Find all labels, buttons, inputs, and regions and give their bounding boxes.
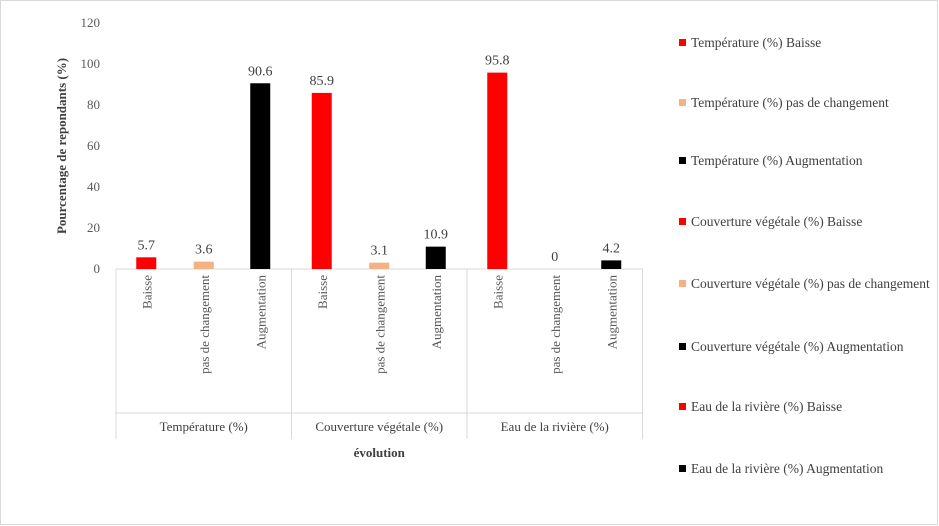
group-label: Couverture végétale (%) [315, 419, 443, 434]
legend-item: Couverture végétale (%) Augmentation [679, 337, 937, 356]
y-axis-title: Pourcentage de repondants (%) [54, 58, 69, 234]
group-label: Eau de la rivière (%) [501, 419, 609, 434]
category-label: Baisse [139, 275, 154, 309]
legend-item: Température (%) Baisse [679, 33, 937, 52]
y-tick-label: 40 [87, 179, 100, 194]
data-label: 85.9 [310, 74, 335, 89]
category-label: Augmentation [604, 275, 619, 350]
y-tick-label: 120 [81, 15, 101, 30]
legend-swatch [679, 218, 686, 225]
bar [425, 246, 446, 269]
data-label: 3.1 [371, 244, 389, 259]
legend-swatch [679, 343, 686, 350]
bar [311, 92, 332, 269]
legend-item: Eau de la rivière (%) Baisse [679, 397, 937, 416]
legend-item: Couverture végétale (%) pas de changemen… [679, 274, 937, 293]
bar [136, 257, 157, 269]
legend-label: Température (%) Baisse [691, 35, 822, 50]
data-label: 5.7 [138, 238, 156, 253]
legend-swatch [679, 280, 686, 287]
y-tick-label: 0 [94, 261, 101, 276]
legend-swatch [679, 99, 686, 106]
legend-item: Température (%) Augmentation [679, 151, 937, 170]
data-label: 90.6 [248, 64, 273, 79]
bar [601, 260, 622, 269]
legend-swatch [679, 39, 686, 46]
category-label: Augmentation [253, 275, 268, 350]
legend-label: Couverture végétale (%) Augmentation [691, 339, 904, 354]
category-label: pas de changement [372, 275, 387, 374]
category-label: pas de changement [548, 275, 563, 374]
y-tick-label: 100 [81, 56, 101, 71]
category-label: Augmentation [429, 275, 444, 350]
data-label: 0 [551, 250, 558, 265]
bar [369, 262, 390, 269]
legend-label: Température (%) pas de changement [691, 95, 889, 110]
data-label: 4.2 [603, 241, 621, 256]
bar [250, 83, 271, 270]
legend-item: Température (%) pas de changement [679, 93, 937, 112]
category-label: pas de changement [197, 275, 212, 374]
y-tick-label: 20 [87, 220, 100, 235]
y-tick-label: 80 [87, 97, 100, 112]
y-tick-label: 60 [87, 138, 100, 153]
data-label: 10.9 [424, 228, 449, 243]
category-label: Baisse [315, 275, 330, 309]
legend-label: Eau de la rivière (%) Baisse [691, 399, 843, 414]
group-label: Température (%) [160, 419, 248, 434]
data-label: 95.8 [485, 54, 510, 69]
x-axis-title: évolution [354, 445, 406, 460]
legend-swatch [679, 465, 686, 472]
legend-label: Couverture végétale (%) Baisse [691, 214, 863, 229]
legend-swatch [679, 403, 686, 410]
legend-label: Couverture végétale (%) pas de changemen… [691, 276, 930, 291]
bar-chart: 0 20 40 60 80 100 120 5.7 Baisse 3.6 pas de change… [54, 15, 643, 460]
legend-label: Température (%) Augmentation [691, 153, 863, 168]
bar [193, 261, 214, 269]
bar [487, 72, 508, 269]
legend-swatch [679, 157, 686, 164]
data-label: 3.6 [195, 243, 213, 258]
legend-item: Eau de la rivière (%) Augmentation [679, 459, 937, 478]
legend-label: Eau de la rivière (%) Augmentation [691, 461, 884, 476]
legend-item: Couverture végétale (%) Baisse [679, 212, 937, 231]
chart-legend: Température (%) Baisse Température (%) pa… [679, 1, 939, 526]
category-label: Baisse [490, 275, 505, 309]
